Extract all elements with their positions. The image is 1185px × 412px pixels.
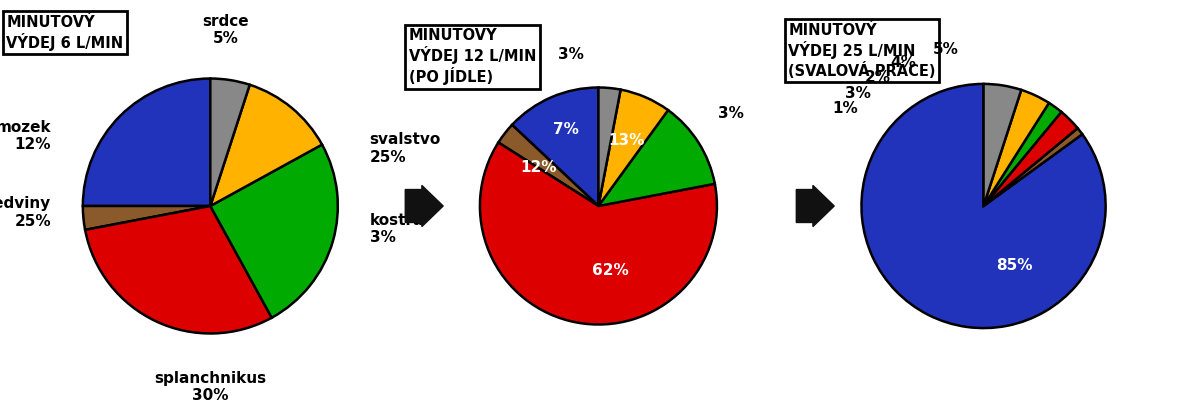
Text: srdce
5%: srdce 5% xyxy=(203,14,249,46)
Text: 3%: 3% xyxy=(845,86,871,101)
Wedge shape xyxy=(861,84,1106,328)
Wedge shape xyxy=(598,87,621,206)
Wedge shape xyxy=(512,87,598,206)
Text: ledviny
25%: ledviny 25% xyxy=(0,196,51,229)
Text: 13%: 13% xyxy=(608,133,645,148)
Wedge shape xyxy=(499,125,598,206)
Wedge shape xyxy=(480,143,717,325)
Text: kostra
3%: kostra 3% xyxy=(370,213,424,245)
Text: svalstvo
25%: svalstvo 25% xyxy=(370,132,441,165)
Wedge shape xyxy=(83,206,211,230)
Wedge shape xyxy=(598,89,668,206)
Wedge shape xyxy=(211,145,338,318)
Wedge shape xyxy=(211,85,322,206)
Wedge shape xyxy=(984,103,1062,206)
Wedge shape xyxy=(984,112,1077,206)
Wedge shape xyxy=(984,128,1082,206)
Wedge shape xyxy=(984,90,1049,206)
Text: MINUTOVÝ
VÝDEJ 12 L/MIN
(PO JÍDLE): MINUTOVÝ VÝDEJ 12 L/MIN (PO JÍDLE) xyxy=(409,28,536,85)
Wedge shape xyxy=(984,84,1021,206)
Text: MINUTOVÝ
VÝDEJ 6 L/MIN: MINUTOVÝ VÝDEJ 6 L/MIN xyxy=(6,15,123,51)
Wedge shape xyxy=(85,206,271,333)
Wedge shape xyxy=(598,110,715,206)
Text: splanchnikus
30%: splanchnikus 30% xyxy=(154,371,267,403)
Text: 62%: 62% xyxy=(592,262,629,278)
Text: 5%: 5% xyxy=(933,42,959,57)
Text: MINUTOVÝ
VÝDEJ 25 L/MIN
(SVALOVÁ PRÁCE): MINUTOVÝ VÝDEJ 25 L/MIN (SVALOVÁ PRÁCE) xyxy=(788,23,936,79)
Text: 3%: 3% xyxy=(558,47,584,63)
Text: 2%: 2% xyxy=(864,70,890,85)
Text: mozek
12%: mozek 12% xyxy=(0,120,51,152)
Text: 1%: 1% xyxy=(832,101,858,116)
Text: 12%: 12% xyxy=(520,160,557,176)
Text: 7%: 7% xyxy=(552,122,578,137)
Text: 3%: 3% xyxy=(718,105,744,121)
Text: 85%: 85% xyxy=(995,258,1032,273)
Text: 4%: 4% xyxy=(890,55,916,70)
Wedge shape xyxy=(83,79,211,206)
Wedge shape xyxy=(211,79,250,206)
